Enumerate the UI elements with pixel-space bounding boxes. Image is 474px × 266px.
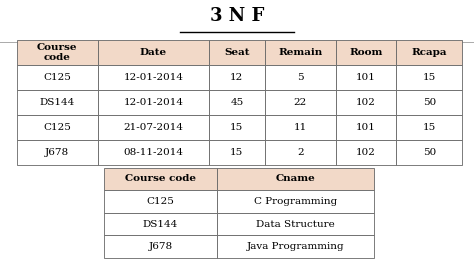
- Text: Course code: Course code: [125, 174, 196, 183]
- FancyBboxPatch shape: [217, 190, 374, 213]
- Text: Course
code: Course code: [37, 43, 77, 62]
- FancyBboxPatch shape: [209, 90, 264, 115]
- FancyBboxPatch shape: [98, 90, 209, 115]
- Text: 08-11-2014: 08-11-2014: [123, 148, 183, 157]
- FancyBboxPatch shape: [217, 168, 374, 190]
- Text: DS144: DS144: [39, 98, 75, 107]
- FancyBboxPatch shape: [17, 90, 98, 115]
- Text: 21-07-2014: 21-07-2014: [123, 123, 183, 132]
- FancyBboxPatch shape: [104, 168, 217, 190]
- FancyBboxPatch shape: [264, 140, 336, 165]
- FancyBboxPatch shape: [209, 115, 264, 140]
- FancyBboxPatch shape: [17, 115, 98, 140]
- FancyBboxPatch shape: [104, 190, 217, 213]
- Text: 102: 102: [356, 148, 376, 157]
- Text: 2: 2: [297, 148, 303, 157]
- FancyBboxPatch shape: [396, 90, 462, 115]
- Text: Rcapa: Rcapa: [411, 48, 447, 57]
- FancyBboxPatch shape: [209, 40, 264, 65]
- Text: Room: Room: [349, 48, 383, 57]
- Text: DS144: DS144: [143, 220, 178, 228]
- FancyBboxPatch shape: [264, 65, 336, 90]
- FancyBboxPatch shape: [336, 115, 396, 140]
- Text: Cname: Cname: [276, 174, 316, 183]
- FancyBboxPatch shape: [264, 40, 336, 65]
- Text: C125: C125: [146, 197, 174, 206]
- Text: 15: 15: [423, 73, 436, 82]
- FancyBboxPatch shape: [17, 65, 98, 90]
- Text: Remain: Remain: [278, 48, 322, 57]
- Text: J678: J678: [148, 242, 173, 251]
- Text: Date: Date: [140, 48, 167, 57]
- FancyBboxPatch shape: [336, 140, 396, 165]
- FancyBboxPatch shape: [217, 235, 374, 258]
- Text: 22: 22: [293, 98, 307, 107]
- FancyBboxPatch shape: [209, 140, 264, 165]
- Text: C125: C125: [43, 73, 71, 82]
- FancyBboxPatch shape: [98, 65, 209, 90]
- Text: 12-01-2014: 12-01-2014: [123, 73, 183, 82]
- Text: 11: 11: [293, 123, 307, 132]
- FancyBboxPatch shape: [98, 40, 209, 65]
- Text: Data Structure: Data Structure: [256, 220, 335, 228]
- FancyBboxPatch shape: [396, 65, 462, 90]
- Text: 5: 5: [297, 73, 303, 82]
- FancyBboxPatch shape: [217, 213, 374, 235]
- FancyBboxPatch shape: [264, 115, 336, 140]
- Text: 102: 102: [356, 98, 376, 107]
- FancyBboxPatch shape: [264, 90, 336, 115]
- Text: J678: J678: [45, 148, 69, 157]
- FancyBboxPatch shape: [396, 115, 462, 140]
- FancyBboxPatch shape: [396, 140, 462, 165]
- Text: 101: 101: [356, 123, 376, 132]
- FancyBboxPatch shape: [98, 140, 209, 165]
- Text: 50: 50: [423, 98, 436, 107]
- FancyBboxPatch shape: [104, 213, 217, 235]
- Text: C125: C125: [43, 123, 71, 132]
- Text: 15: 15: [230, 148, 244, 157]
- Text: 12-01-2014: 12-01-2014: [123, 98, 183, 107]
- Text: 50: 50: [423, 148, 436, 157]
- Text: Seat: Seat: [224, 48, 250, 57]
- Text: 15: 15: [423, 123, 436, 132]
- FancyBboxPatch shape: [98, 115, 209, 140]
- Text: Java Programming: Java Programming: [247, 242, 345, 251]
- Text: 45: 45: [230, 98, 244, 107]
- FancyBboxPatch shape: [104, 235, 217, 258]
- FancyBboxPatch shape: [17, 40, 98, 65]
- Text: 101: 101: [356, 73, 376, 82]
- FancyBboxPatch shape: [336, 40, 396, 65]
- FancyBboxPatch shape: [17, 140, 98, 165]
- FancyBboxPatch shape: [209, 65, 264, 90]
- FancyBboxPatch shape: [336, 90, 396, 115]
- FancyBboxPatch shape: [396, 40, 462, 65]
- Text: 3 N F: 3 N F: [210, 7, 264, 25]
- Text: 12: 12: [230, 73, 244, 82]
- Text: 15: 15: [230, 123, 244, 132]
- Text: C Programming: C Programming: [254, 197, 337, 206]
- FancyBboxPatch shape: [336, 65, 396, 90]
